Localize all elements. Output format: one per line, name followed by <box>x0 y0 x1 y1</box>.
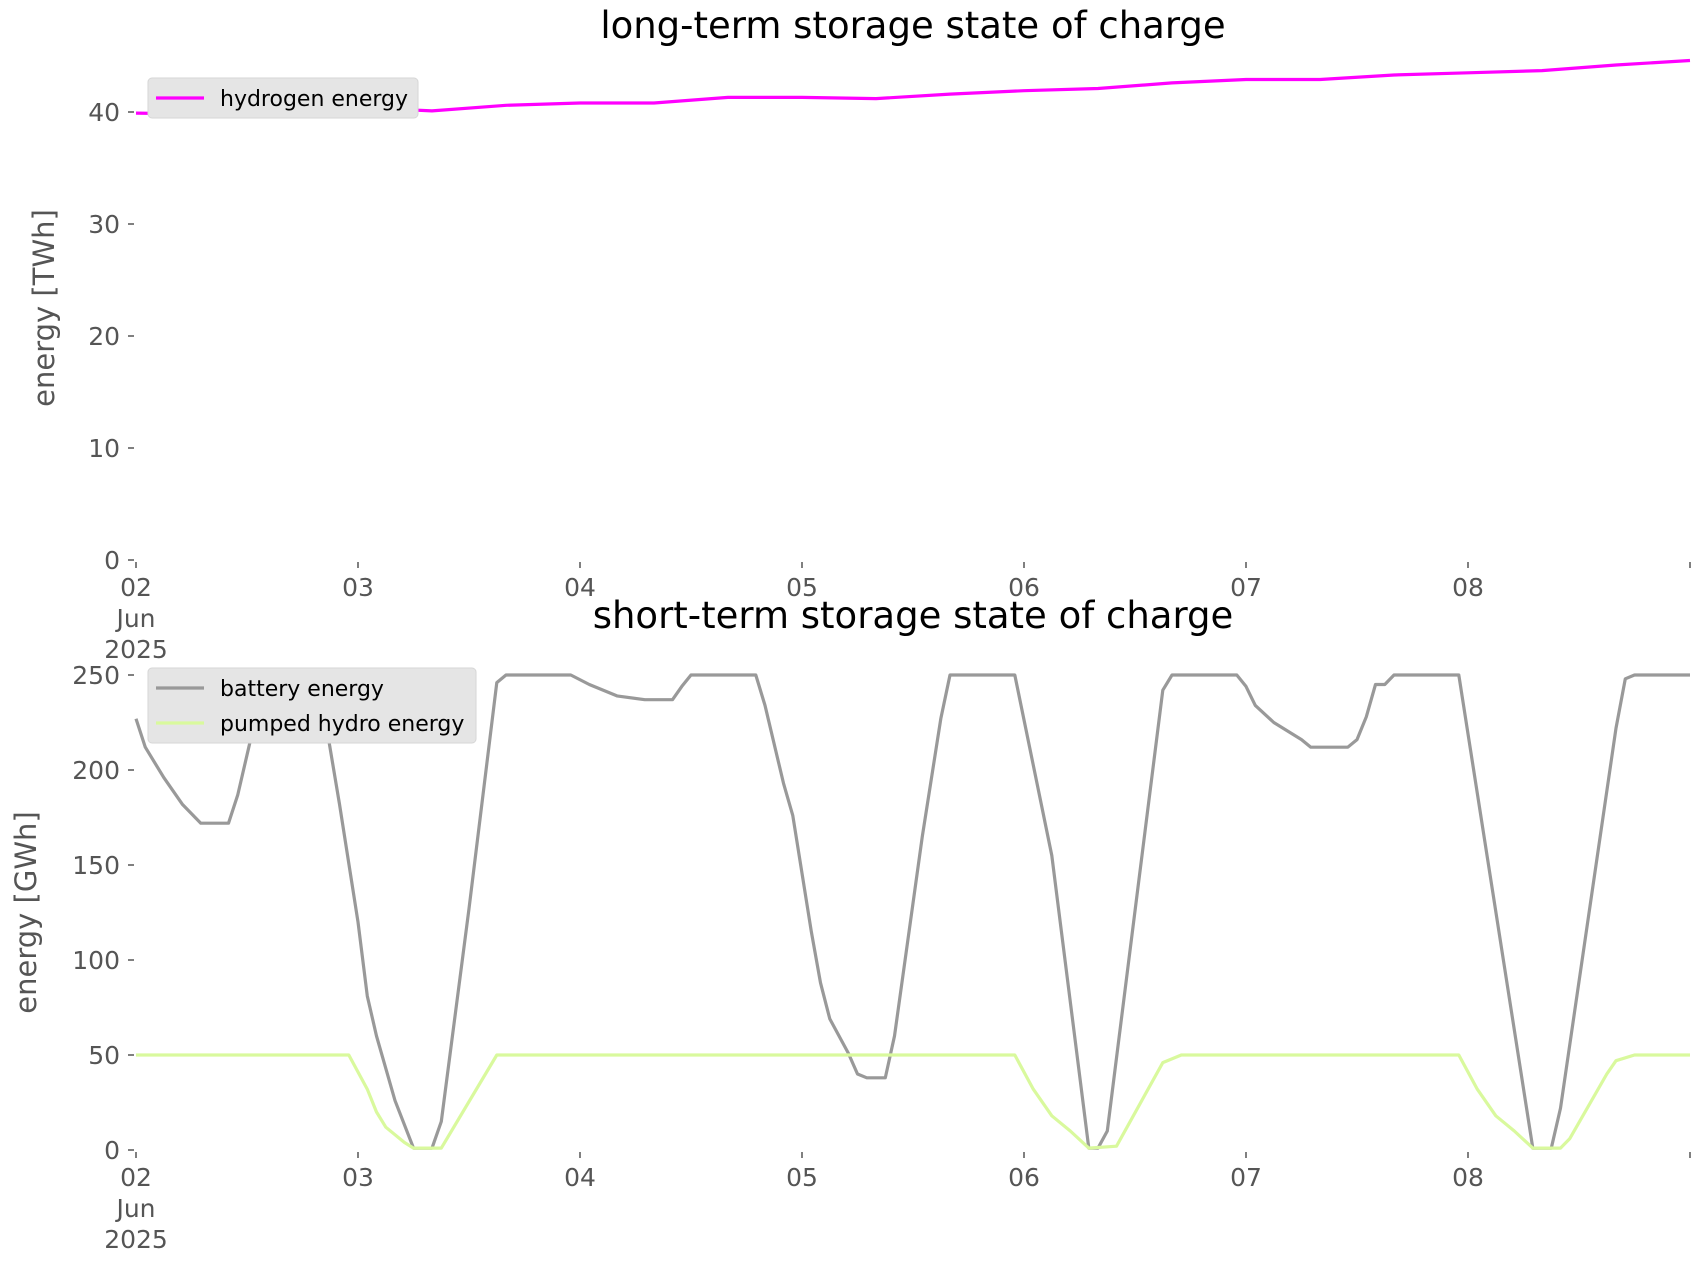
y-tick-label: 30 <box>88 210 120 239</box>
x-tick-label: 04 <box>564 1163 596 1192</box>
chart-title: short-term storage state of charge <box>593 594 1234 637</box>
x-tick-label: Jun <box>114 1194 155 1223</box>
x-tick-label: 04 <box>564 573 596 602</box>
x-tick-label: 07 <box>1230 1163 1262 1192</box>
x-tick-label: 02 <box>120 1163 152 1192</box>
y-tick-label: 0 <box>104 1136 120 1165</box>
x-tick-label: 06 <box>1008 1163 1040 1192</box>
series-line-battery-energy <box>134 673 1690 1150</box>
y-tick-label: 250 <box>72 661 120 690</box>
legend-label: pumped hydro energy <box>220 712 464 737</box>
long-term-chart: long-term storage state of charge energy … <box>27 4 1691 664</box>
legend-label: hydrogen energy <box>220 87 408 112</box>
legend-label: battery energy <box>220 677 384 702</box>
legend: hydrogen energy <box>147 77 419 119</box>
y-tick-label: 10 <box>88 434 120 463</box>
legend-box <box>147 77 419 119</box>
x-tick-label: 2025 <box>104 635 168 664</box>
x-tick-label: 02 <box>120 573 152 602</box>
x-tick-label: 05 <box>786 1163 818 1192</box>
x-tick-label: 2025 <box>104 1225 168 1254</box>
x-tick-label: 08 <box>1452 1163 1484 1192</box>
legend-box <box>147 667 477 744</box>
y-tick-label: 0 <box>104 546 120 575</box>
y-tick-label: 40 <box>88 98 120 127</box>
y-tick-label: 200 <box>72 756 120 785</box>
y-tick-label: 150 <box>72 851 120 880</box>
y-tick-label: 20 <box>88 322 120 351</box>
y-axis-label: energy [GWh] <box>9 811 43 1013</box>
x-tick-label: 03 <box>342 573 374 602</box>
y-tick-label: 100 <box>72 946 120 975</box>
x-tick-label: 05 <box>786 573 818 602</box>
legend: battery energy pumped hydro energy <box>147 667 477 744</box>
y-tick-label: 50 <box>88 1041 120 1070</box>
x-tick-label: Jun <box>114 604 155 633</box>
chart-title: long-term storage state of charge <box>600 4 1225 47</box>
x-tick-label: 03 <box>342 1163 374 1192</box>
x-tick-label: 08 <box>1452 573 1484 602</box>
short-term-chart: short-term storage state of charge energy… <box>9 594 1691 1254</box>
x-tick-label: 06 <box>1008 573 1040 602</box>
y-axis-label: energy [TWh] <box>27 209 61 407</box>
x-tick-label: 07 <box>1230 573 1262 602</box>
series-line-pumped-hydro-energy <box>136 1053 1690 1150</box>
